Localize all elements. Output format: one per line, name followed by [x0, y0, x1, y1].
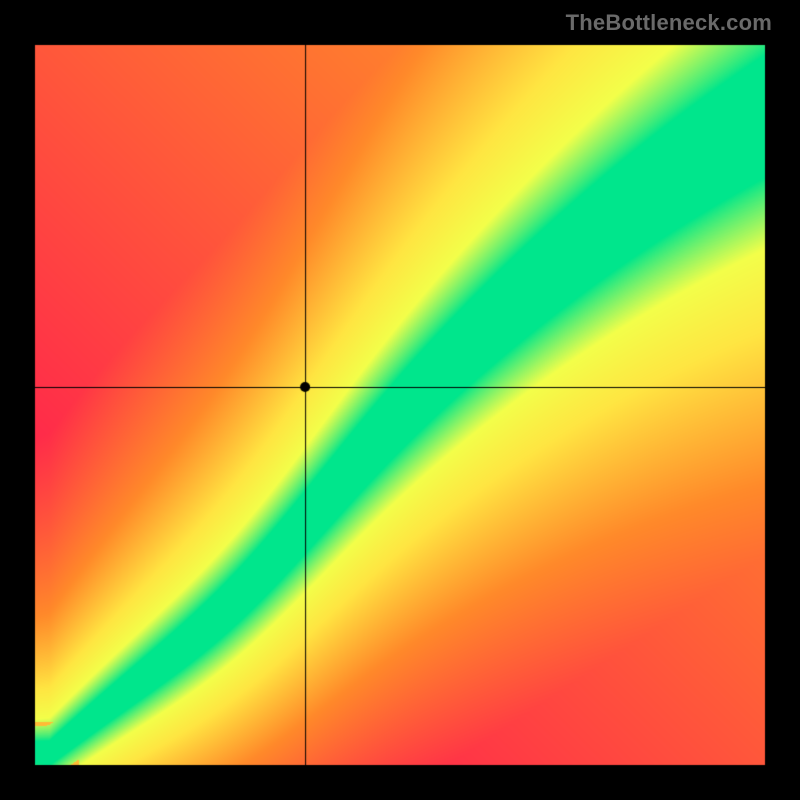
watermark-text: TheBottleneck.com: [566, 10, 772, 36]
chart-container: { "watermark": { "text": "TheBottleneck.…: [0, 0, 800, 800]
heatmap-plot: [0, 0, 800, 800]
